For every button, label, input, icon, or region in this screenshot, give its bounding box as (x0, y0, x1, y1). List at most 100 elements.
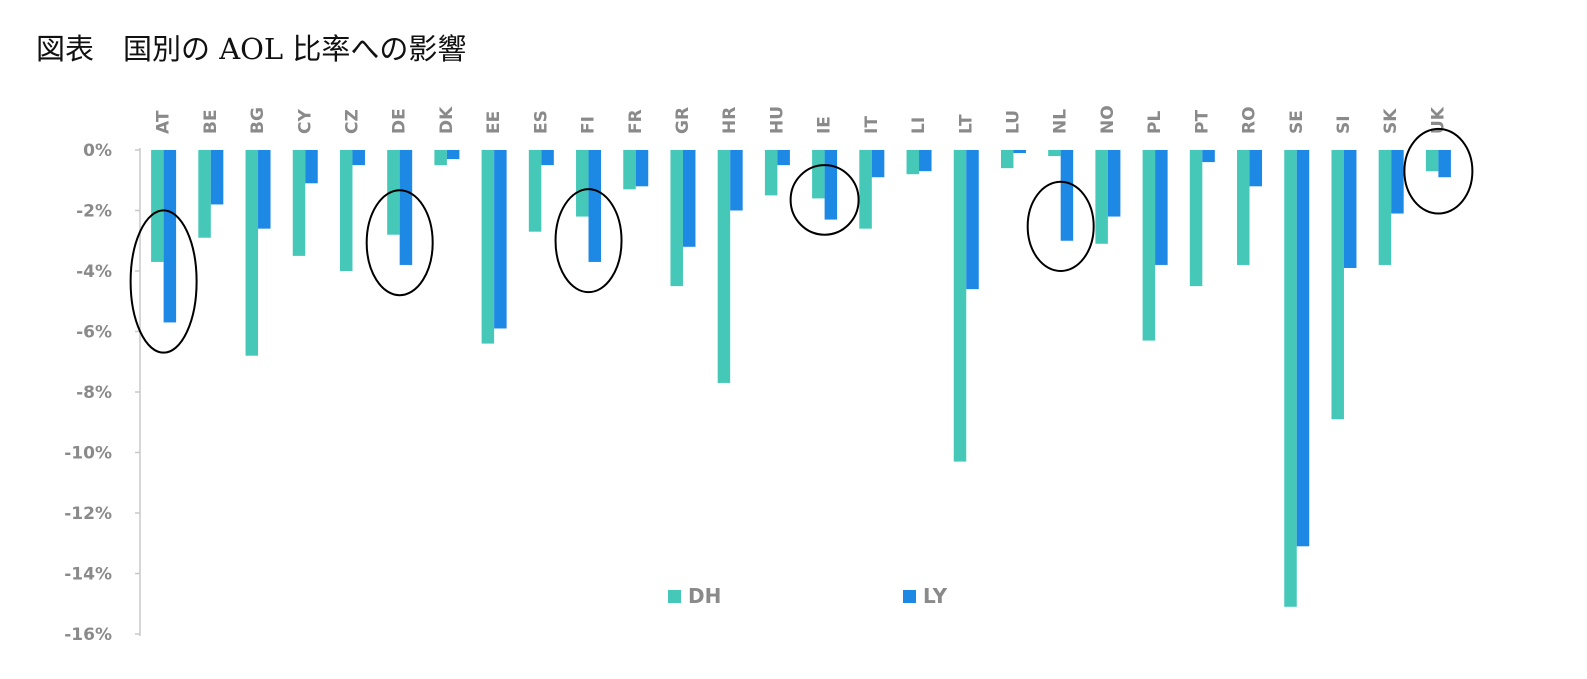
bar-ly-ro (1249, 150, 1263, 187)
bar-ly-pt (1202, 150, 1215, 163)
category-label: LT (956, 114, 976, 134)
category-label: GR (673, 107, 693, 134)
category-label: LU (1003, 110, 1023, 134)
bar-dh-gr (670, 150, 683, 287)
bar-ly-fi (588, 150, 602, 262)
bar-dh-hu (764, 150, 778, 196)
bar-ly-hu (777, 150, 790, 166)
category-label: FI (579, 116, 599, 134)
bar-dh-es (528, 150, 542, 232)
bar-dh-no (1095, 150, 1108, 244)
category-label: CZ (342, 109, 362, 134)
category-label: SI (1334, 115, 1354, 134)
category-label: RO (1240, 106, 1260, 134)
bar-dh-ee (481, 150, 495, 344)
highlight-circles (129, 127, 1474, 354)
category-label: HU (767, 106, 787, 134)
bar-ly-pl (1155, 150, 1168, 265)
bar-dh-cy (292, 150, 306, 256)
y-tick-label: -12% (64, 504, 112, 524)
highlight-ellipse-uk (1403, 127, 1474, 215)
highlight-ellipse-ie (789, 164, 860, 236)
category-label: EE (484, 111, 504, 134)
bar-ly-cz (352, 150, 365, 166)
bar-dh-de (387, 150, 400, 235)
bar-dh-lt (953, 150, 967, 462)
y-tick-label: -10% (64, 444, 112, 464)
legend-swatch-ly (903, 590, 916, 603)
bar-ly-be (210, 150, 224, 205)
bar-ly-nl (1060, 150, 1074, 241)
bar-ly-cy (305, 150, 318, 184)
legend-label-dh: DH (688, 584, 721, 608)
category-label: DK (437, 106, 457, 134)
chart-bars (151, 150, 1451, 607)
bar-dh-se (1284, 150, 1297, 607)
bar-ly-si (1343, 150, 1357, 268)
bar-ly-de (399, 150, 413, 265)
highlight-ellipse-nl (1026, 180, 1095, 273)
category-label: BE (201, 109, 221, 134)
highlight-ellipse-at (129, 209, 198, 354)
bar-dh-hr (717, 150, 731, 383)
category-label: PL (1145, 111, 1165, 134)
category-label: IT (862, 116, 882, 134)
bar-ly-ie (824, 150, 838, 220)
category-label: LI (909, 117, 929, 134)
bar-dh-uk (1425, 150, 1439, 172)
bar-ly-se (1296, 150, 1310, 547)
legend-swatch-dh (668, 590, 681, 603)
bar-dh-dk (434, 150, 447, 166)
bar-dh-fi (576, 150, 589, 217)
chart-legend: DH LY (668, 584, 948, 608)
y-tick-label: -14% (64, 565, 112, 585)
bar-ly-ee (494, 150, 507, 329)
chart-title: 図表 国別の AOL 比率への影響 (36, 32, 467, 66)
bar-dh-at (151, 150, 164, 262)
highlight-ellipse-de (365, 189, 434, 297)
bar-ly-gr (682, 150, 696, 247)
bar-ly-no (1107, 150, 1121, 217)
category-labels: AT BE BG CY CZ DE DK EE ES FI FR GR HR HU IE IT LI LT LU NL… (154, 105, 1449, 134)
bar-dh-nl (1048, 150, 1061, 157)
category-label: FR (626, 109, 646, 134)
highlight-ellipse-fi (554, 188, 623, 294)
bar-dh-pl (1142, 150, 1156, 341)
bar-dh-lu (1000, 150, 1014, 169)
bar-dh-ie (812, 150, 825, 199)
category-label: SK (1381, 108, 1401, 134)
bar-dh-sk (1378, 150, 1392, 265)
bar-dh-li (906, 150, 920, 175)
bar-dh-pt (1189, 150, 1203, 287)
y-tick-label: -6% (76, 323, 112, 343)
y-tick-label: -4% (76, 262, 112, 282)
bar-ly-lt (966, 150, 979, 290)
bar-ly-lu (1013, 150, 1026, 154)
bar-ly-es (541, 150, 554, 166)
bar-dh-it (859, 150, 872, 229)
category-label: PT (1192, 110, 1212, 134)
y-tick-label: 0% (83, 141, 112, 161)
bar-ly-at (163, 150, 177, 323)
bar-dh-ro (1237, 150, 1250, 265)
bar-dh-be (198, 150, 211, 238)
chart-axes: 0% -2% -4% -6% -8% -10% -12% -14% -16% (64, 141, 141, 645)
category-label: ES (531, 110, 551, 134)
category-label: SE (1287, 110, 1307, 134)
y-tick-label: -16% (64, 625, 112, 645)
category-label: UK (1428, 106, 1448, 134)
category-label: DE (390, 108, 410, 134)
category-label: NL (1051, 109, 1071, 134)
bar-ly-sk (1391, 150, 1404, 214)
bar-ly-hr (730, 150, 743, 211)
category-label: CY (295, 109, 315, 134)
bar-ly-bg (258, 150, 271, 229)
bar-ly-uk (1438, 150, 1451, 178)
bar-ly-fr (635, 150, 649, 187)
y-tick-label: -8% (76, 383, 112, 403)
bar-ly-dk (446, 150, 460, 160)
legend-label-ly: LY (923, 584, 948, 608)
category-label: IE (815, 116, 835, 134)
category-label: NO (1098, 105, 1118, 134)
